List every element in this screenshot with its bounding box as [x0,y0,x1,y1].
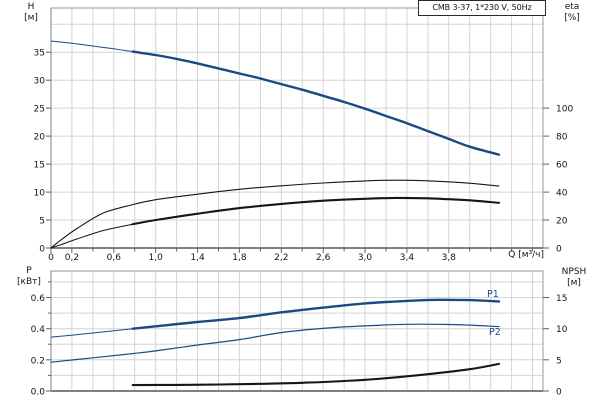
p1-curve-group [50,298,501,338]
tick-label: 0 [556,245,562,255]
h-curve-thin [50,40,133,53]
bottom-chart-frame [50,270,544,392]
q-axis-title: Q [м³/ч] [508,250,544,260]
p-axis-title: P [кВт] [11,266,47,288]
p1-curve-label: P1 [487,289,499,300]
eta1-curve [50,179,500,249]
tick-label: 3,0 [358,253,373,263]
tick-label: 3,8 [442,253,457,263]
h-axis-name: H [27,2,35,12]
h-axis-unit: [м] [24,13,38,23]
npsh-curve [131,362,501,387]
h-axis-title: H [м] [20,2,42,24]
p2-curve-group [50,323,500,363]
tick-label: 20 [34,133,46,143]
h-curve [131,50,501,156]
eta-axis-title: eta [%] [558,2,586,24]
tick-label: 10 [34,189,46,199]
tick-label: 1,4 [190,253,205,263]
tick-label: 10 [556,325,568,335]
tick-label: 25 [34,105,45,115]
npsh-axis-name: NPSH [561,267,587,277]
top-chart-frame [50,7,544,249]
eta-axis-name: eta [564,2,580,12]
eta2-curve-thin [50,223,133,249]
tick-label: 80 [556,133,568,143]
tick-label: 1,8 [232,253,247,263]
tick-label: 35 [34,49,45,59]
tick-label: 0,6 [107,253,122,263]
h-curve-group [50,40,501,156]
tick-label: 0,2 [65,253,79,263]
tick-label: 60 [556,161,568,171]
tick-marks [46,51,549,392]
npsh-curve-group [131,362,501,387]
tick-label: 2,6 [316,253,331,263]
eta2-curve-group [50,196,501,249]
tick-label: 0.6 [31,294,46,304]
npsh-axis-title: NPSH [м] [552,267,596,289]
tick-label: 3,4 [400,253,415,263]
bottom-chart-grid [51,271,543,391]
eta1-curve-group [50,179,500,249]
tick-label: 15 [556,294,567,304]
tick-label: 0.2 [31,356,45,366]
p1-curve [131,298,501,330]
tick-label: 100 [556,105,573,115]
tick-label: 5 [556,356,562,366]
tick-label: 0 [556,388,562,398]
eta-axis-unit: [%] [564,13,580,23]
tick-label: 5 [39,217,45,227]
tick-label: 20 [556,217,568,227]
tick-label: 0 [39,245,45,255]
tick-label: 0 [48,253,54,263]
pump-model-title-box: CMB 3-37, 1*230 V, 50Hz [418,0,546,16]
p2-curve [50,323,500,363]
tick-label: 1,0 [149,253,164,263]
p-axis-unit: [кВт] [17,277,41,287]
p1-curve-thin [50,328,133,338]
p2-curve-label: P2 [489,327,501,338]
tick-label: 15 [34,161,45,171]
tick-label: 0.0 [31,388,46,398]
tick-labels: 0 0,2 0,6 1,0 1,4 1,8 2,2 2,6 3,0 3,4 3,8 0 5 10 15 20 2… [31,49,574,398]
tick-label: 40 [556,189,568,199]
top-chart-grid [51,8,543,248]
p-axis-name: P [26,266,32,276]
tick-label: 2,2 [274,253,288,263]
eta2-curve [131,196,501,226]
tick-label: 0.4 [31,325,46,335]
npsh-axis-unit: [м] [567,278,581,288]
tick-label: 30 [34,77,46,87]
